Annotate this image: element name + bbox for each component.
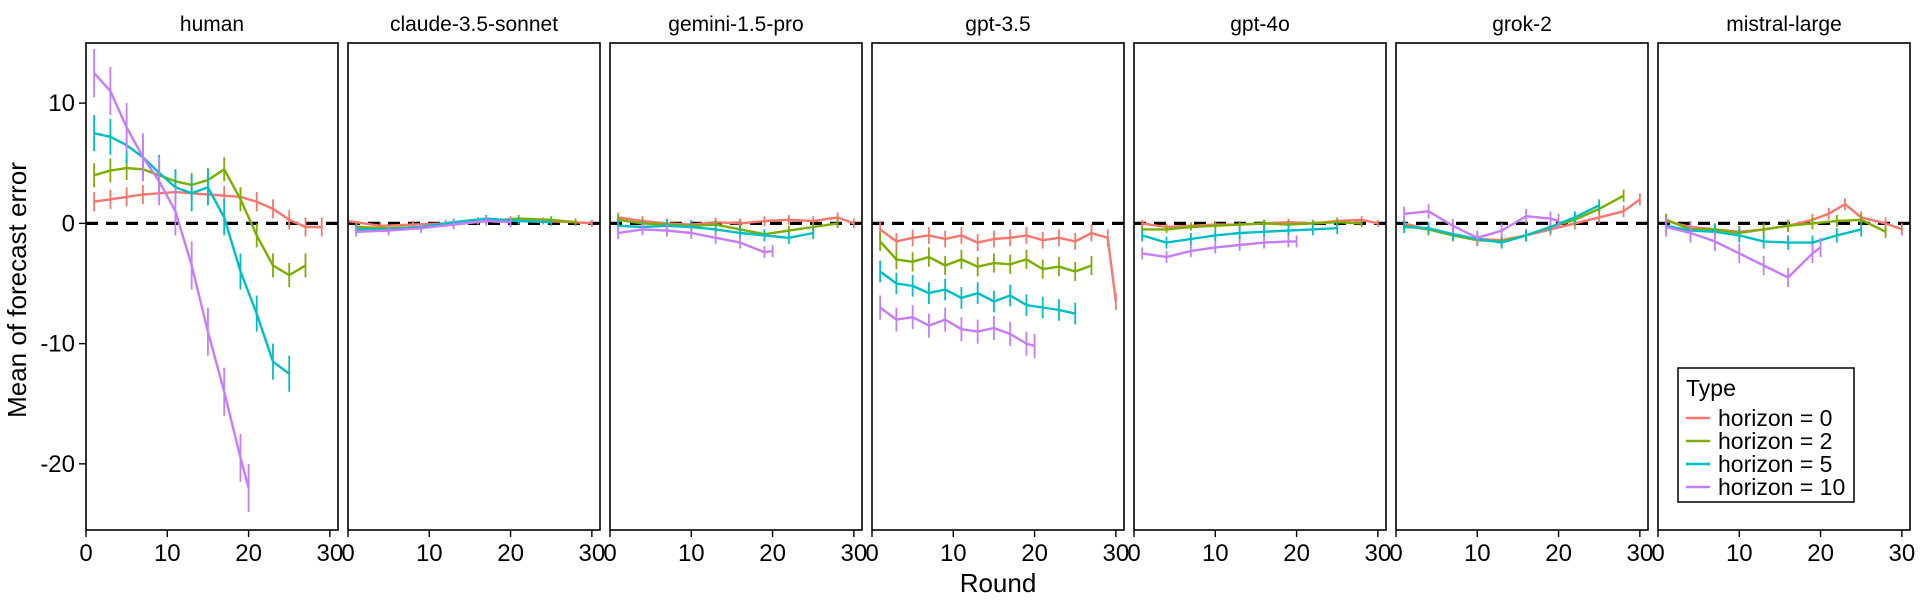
- x-tick-label: 30: [1103, 540, 1130, 567]
- panel-title: human: [180, 13, 244, 36]
- series-line: [617, 218, 838, 236]
- legend-label: horizon = 5: [1718, 451, 1832, 477]
- x-tick-label: 0: [1389, 540, 1402, 567]
- x-tick-label: 30: [1627, 540, 1654, 567]
- panel-gpt-3.5: gpt-3.5 0 10 20 30: [865, 13, 1129, 567]
- series-line: [617, 228, 773, 254]
- panel-frame: [1395, 42, 1649, 531]
- legend-label: horizon = 2: [1718, 428, 1832, 454]
- panel-gemini-1.5-pro: gemini-1.5-pro 0 10 20 30: [603, 13, 867, 567]
- series-line: [879, 306, 1035, 348]
- panel-frame: [609, 42, 863, 531]
- x-tick-label: 0: [603, 540, 616, 567]
- x-tick-label: 10: [940, 540, 967, 567]
- legend-title: Type: [1686, 375, 1736, 401]
- x-tick-label: 10: [1464, 540, 1491, 567]
- panel-series-group: [1141, 216, 1379, 264]
- panel-frame: [1133, 42, 1387, 531]
- panel-title: gpt-3.5: [965, 13, 1030, 36]
- panel-claude-3.5-sonnet: claude-3.5-sonnet 0 10 20 30: [341, 13, 605, 567]
- panel-human: human 0 10 20 30: [79, 13, 343, 567]
- series-line: [356, 219, 511, 233]
- series-line: [1665, 225, 1822, 279]
- series-line: [1665, 202, 1903, 234]
- x-tick-label: 20: [1283, 540, 1310, 567]
- y-axis: 10 0 -10 -20: [40, 90, 86, 478]
- panel-title: grok-2: [1492, 13, 1552, 36]
- y-tick-label: 10: [48, 90, 75, 117]
- panel-gpt-4o: gpt-4o 0 10 20 30: [1127, 13, 1391, 567]
- panel-series-group: [348, 214, 593, 237]
- panel-series-group: [93, 49, 323, 512]
- panel-frame: [85, 42, 339, 531]
- series-line: [879, 228, 1118, 302]
- series-line: [1403, 210, 1559, 240]
- x-tick-label: 30: [1365, 540, 1392, 567]
- y-tick-label: -10: [40, 331, 75, 358]
- x-tick-label: 20: [1021, 540, 1048, 567]
- panel-frame: [1657, 42, 1911, 531]
- x-tick-label: 0: [1651, 540, 1664, 567]
- x-axis-title: Round: [960, 568, 1037, 598]
- series-line: [879, 240, 1092, 273]
- x-tick-label: 30: [579, 540, 606, 567]
- panel-series-group: [1665, 198, 1903, 288]
- x-tick-label: 20: [759, 540, 786, 567]
- x-tick-label: 0: [865, 540, 878, 567]
- panel-title: claude-3.5-sonnet: [390, 13, 558, 36]
- panel-series-group: [879, 220, 1118, 359]
- x-tick-label: 30: [841, 540, 868, 567]
- panel-grok-2: grok-2 0 10 20 30: [1389, 13, 1653, 567]
- x-tick-label: 0: [341, 540, 354, 567]
- x-tick-label: 10: [1726, 540, 1753, 567]
- panel-title: gpt-4o: [1230, 13, 1290, 36]
- y-tick-label: -20: [40, 451, 75, 478]
- panel-series-group: [617, 212, 855, 259]
- x-tick-label: 10: [1202, 540, 1229, 567]
- series-line: [93, 166, 307, 277]
- y-axis-title: Mean of forecast error: [2, 162, 32, 418]
- x-tick-label: 0: [1127, 540, 1140, 567]
- x-tick-label: 20: [235, 540, 262, 567]
- panel-frame: [347, 42, 601, 531]
- legend-label: horizon = 10: [1718, 474, 1845, 500]
- x-tick-label: 20: [497, 540, 524, 567]
- series-line: [93, 72, 250, 489]
- panel-title: gemini-1.5-pro: [668, 13, 803, 36]
- x-tick-label: 10: [678, 540, 705, 567]
- series-line: [1141, 240, 1297, 259]
- x-tick-label: 20: [1545, 540, 1572, 567]
- x-tick-label: 20: [1807, 540, 1834, 567]
- legend-label: horizon = 0: [1718, 405, 1832, 431]
- series-line: [1665, 218, 1887, 235]
- panel-title: mistral-large: [1726, 13, 1842, 36]
- x-tick-label: 0: [79, 540, 92, 567]
- x-tick-label: 30: [317, 540, 344, 567]
- y-tick-label: 0: [62, 210, 75, 237]
- x-tick-label: 30: [1889, 540, 1916, 567]
- x-tick-label: 10: [416, 540, 443, 567]
- panel-frame: [871, 42, 1125, 531]
- panel-mistral-large: mistral-large 0 10 20 30: [1651, 13, 1915, 567]
- series-line: [1142, 220, 1362, 231]
- x-tick-label: 10: [154, 540, 181, 567]
- panel-series-group: [1403, 189, 1641, 249]
- legend-box: [1677, 367, 1855, 503]
